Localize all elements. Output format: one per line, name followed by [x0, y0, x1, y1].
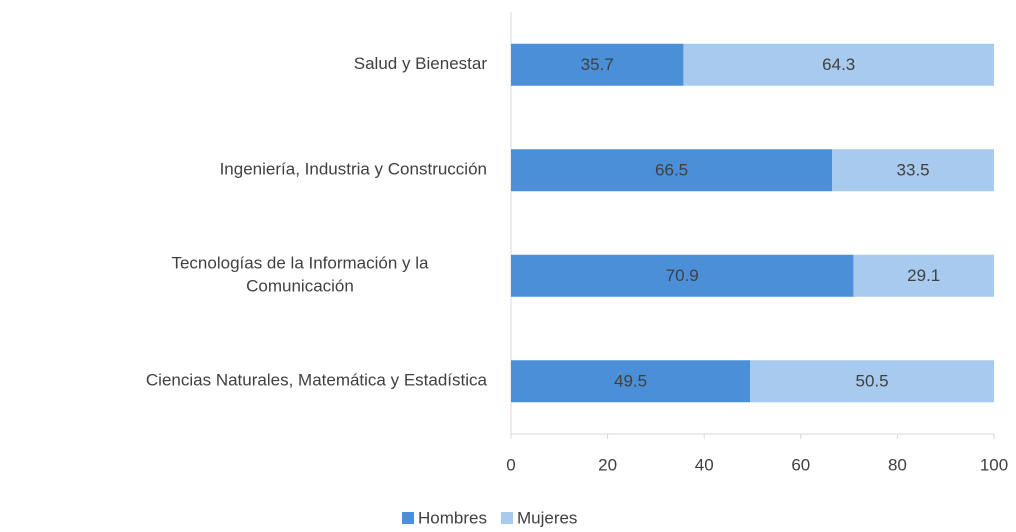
value-label: 50.5 [855, 372, 888, 391]
x-tick-label: 80 [888, 455, 907, 474]
bar-segment [511, 149, 833, 192]
value-label: 66.5 [655, 161, 688, 180]
value-label: 29.1 [907, 266, 940, 285]
bar-segment [750, 360, 994, 403]
bar-segment [511, 43, 684, 86]
value-label: 70.9 [666, 266, 699, 285]
bar-segment [511, 360, 751, 403]
bar-segment [832, 149, 994, 192]
value-label: 49.5 [614, 372, 647, 391]
legend-swatch [402, 512, 414, 524]
category-label: Tecnologías de la Información y la Comuni… [171, 254, 429, 296]
category-label: Salud y Bienestar [354, 54, 488, 73]
value-label: 35.7 [581, 55, 614, 74]
category-label: Ingeniería, Industria y Construcción [220, 160, 487, 179]
bar-segment [683, 43, 994, 86]
legend-swatch [500, 512, 513, 524]
legend-label: Mujeres [517, 508, 577, 527]
value-label: 64.3 [822, 55, 855, 74]
x-tick-label: 60 [791, 455, 810, 474]
x-tick-label: 40 [695, 455, 714, 474]
x-tick-label: 100 [980, 455, 1008, 474]
x-tick-label: 0 [506, 455, 515, 474]
legend-label: Hombres [418, 508, 487, 527]
x-tick-label: 20 [598, 455, 617, 474]
bar-segment [511, 254, 854, 297]
category-label: Ciencias Naturales, Matemática y Estadís… [146, 371, 488, 390]
value-label: 33.5 [897, 161, 930, 180]
bar-segment [853, 254, 994, 297]
